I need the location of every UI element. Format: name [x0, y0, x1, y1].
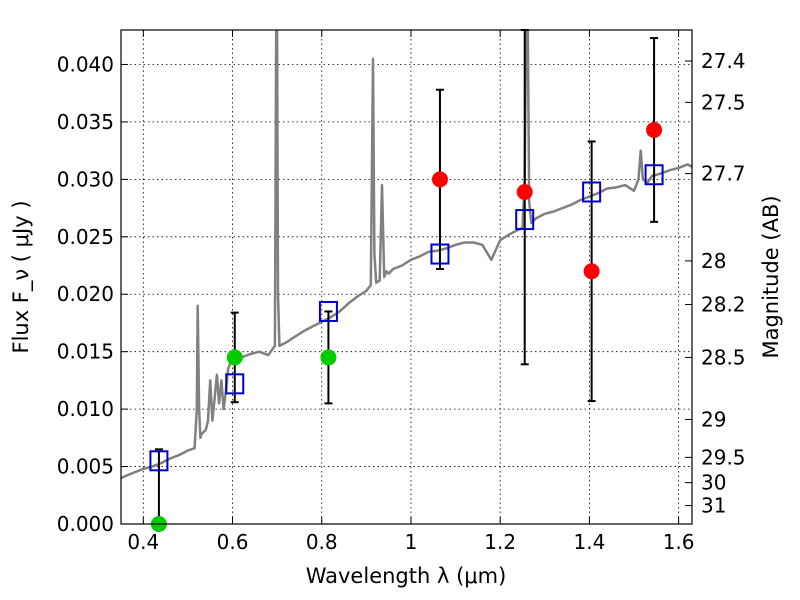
observed-point	[583, 263, 600, 280]
x-tick-label: 1.6	[663, 530, 695, 554]
right-tick-label: 27.5	[701, 90, 746, 114]
x-tick-label: 0.4	[127, 530, 159, 554]
model-point-square	[515, 209, 535, 231]
error-bar	[154, 448, 163, 525]
observed-point	[431, 171, 448, 188]
model-point-square	[149, 450, 169, 472]
plot-frame	[120, 29, 693, 525]
spectrum-line	[121, 30, 692, 480]
x-tick-label: 0.8	[306, 530, 338, 554]
plot-series	[121, 30, 692, 480]
right-tick-label: 28	[701, 249, 726, 273]
right-tick-label: 28.5	[701, 345, 746, 369]
y-tick-label: 0.000	[57, 512, 114, 536]
y-axis-label: Flux F_ν ( μJy )	[9, 200, 34, 353]
x-tick-label: 1	[405, 530, 418, 554]
right-tick-label: 28.2	[701, 293, 746, 317]
y-tick-label: 0.020	[57, 282, 114, 306]
y-axis-right-label: Magnitude (AB)	[759, 195, 783, 358]
x-tick-label: 1.4	[573, 530, 605, 554]
right-tick-label: 29.5	[701, 445, 746, 469]
y-tick-label: 0.035	[57, 110, 114, 134]
y-tick-label: 0.005	[57, 455, 114, 479]
y-tick-label: 0.030	[57, 167, 114, 191]
y-tick-label: 0.025	[57, 225, 114, 249]
right-tick-label: 29	[701, 407, 726, 431]
model-point-square	[582, 181, 602, 203]
axis-ticks: 0.4 0.6 0.8 1 1.2 1.4 1.6 0.000 0.005 0.010 0.015 0…	[57, 30, 746, 554]
observed-point	[646, 121, 663, 138]
model-point-square	[644, 164, 664, 186]
y-tick-label: 0.015	[57, 340, 114, 364]
grid	[121, 30, 692, 525]
x-tick-label: 1.2	[484, 530, 516, 554]
right-tick-label: 30	[701, 471, 726, 495]
plot-markers	[149, 29, 664, 532]
x-tick-label: 0.6	[217, 530, 249, 554]
x-axis-label: Wavelength λ (μm)	[306, 564, 507, 588]
y-tick-label: 0.010	[57, 397, 114, 421]
right-tick-label: 31	[701, 494, 726, 518]
observed-point	[226, 349, 243, 366]
right-tick-label: 27.7	[701, 162, 746, 186]
model-point-square	[318, 300, 338, 322]
model-point-square	[225, 373, 245, 395]
observed-point	[320, 349, 337, 366]
model-point-square	[430, 243, 450, 265]
y-tick-label: 0.040	[57, 52, 114, 76]
right-tick-label: 27.4	[701, 49, 746, 73]
observed-point	[516, 183, 533, 200]
